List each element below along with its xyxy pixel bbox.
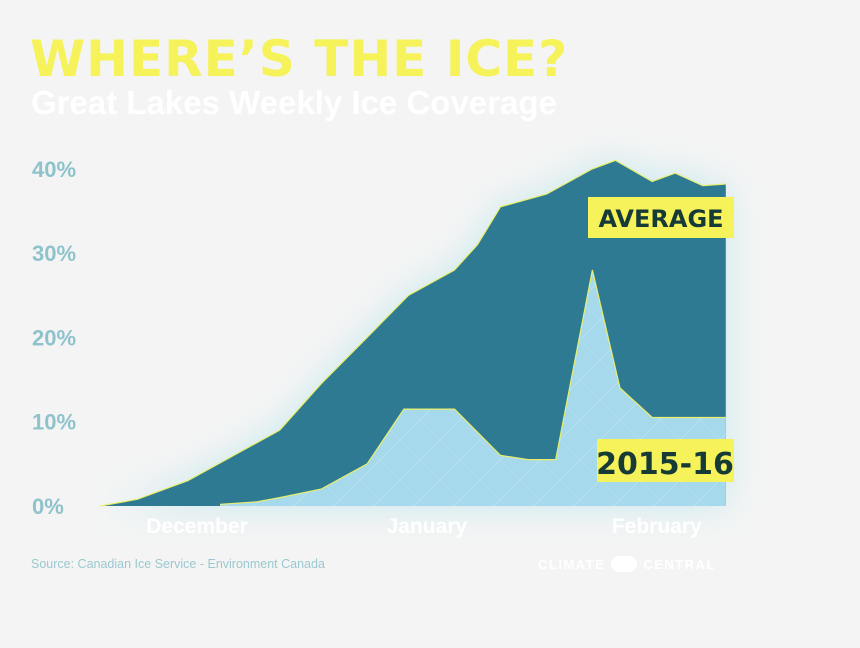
average-series-label: AVERAGE <box>598 205 723 233</box>
y-tick-label: 20% <box>32 325 76 350</box>
chart-subtitle: Great Lakes Weekly Ice Coverage <box>31 84 557 121</box>
y-tick-label: 30% <box>32 241 76 266</box>
brand-left: CLIMATE <box>538 556 606 572</box>
y-tick-label: 0% <box>32 494 64 519</box>
climate-central-logo-icon <box>611 556 638 572</box>
current-series-label: 2015-16 <box>596 447 734 482</box>
average-line <box>100 159 726 507</box>
x-month-label: February <box>612 515 702 538</box>
source-note: Source: Canadian Ice Service - Environme… <box>31 557 325 571</box>
x-month-label: December <box>146 515 248 538</box>
brand-logo-text: CLIMATE CENTRAL <box>538 556 716 572</box>
brand-right: CENTRAL <box>643 556 716 572</box>
y-tick-label: 10% <box>32 410 76 435</box>
current-label-bg <box>597 439 734 482</box>
chart-title: WHERE’S THE ICE? <box>30 30 569 88</box>
y-tick-label: 40% <box>32 157 76 182</box>
x-month-label: January <box>387 515 468 538</box>
current-season-line <box>219 269 726 505</box>
average-label-bg <box>588 197 734 238</box>
